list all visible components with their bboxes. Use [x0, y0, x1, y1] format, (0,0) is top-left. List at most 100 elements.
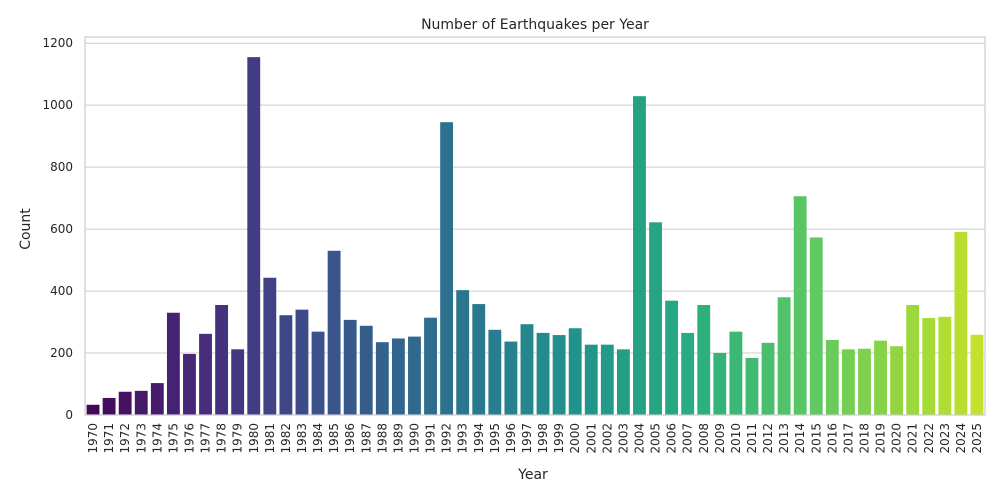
x-tick-label: 1998: [536, 423, 550, 454]
x-tick-label: 1996: [504, 423, 518, 454]
bar-2014: [793, 196, 807, 415]
bar-2018: [858, 348, 871, 415]
bar-1985: [327, 250, 341, 415]
x-tick-label: 1995: [488, 423, 502, 454]
x-tick-label: 1989: [391, 423, 405, 454]
chart-title: Number of Earthquakes per Year: [421, 17, 649, 33]
bar-1988: [375, 342, 389, 415]
bar-2003: [616, 349, 630, 415]
bar-2016: [825, 340, 839, 415]
x-tick-label: 2019: [874, 423, 888, 454]
bars: [86, 57, 984, 416]
bar-1994: [472, 304, 486, 415]
bar-1990: [408, 336, 421, 415]
bar-1991: [424, 317, 437, 415]
x-tick-label: 2018: [857, 423, 871, 454]
x-tick-label: 1970: [86, 423, 100, 454]
x-tick-label: 1983: [295, 423, 309, 454]
bar-1993: [456, 290, 470, 415]
bar-2021: [906, 305, 920, 415]
y-tick-label: 600: [50, 222, 73, 236]
bar-2011: [745, 357, 759, 415]
bar-2004: [633, 96, 646, 416]
x-tick-label: 2003: [616, 423, 630, 454]
bar-2019: [874, 340, 887, 415]
x-tick-label: 2016: [825, 423, 839, 454]
bar-2025: [970, 334, 984, 415]
x-tick-label: 1977: [199, 423, 213, 454]
x-tick-label: 1979: [231, 423, 245, 454]
x-tick-label: 2006: [665, 423, 679, 454]
bar-2005: [649, 222, 662, 415]
bar-1996: [504, 341, 518, 415]
x-tick-label: 2001: [584, 423, 598, 454]
bar-1978: [215, 305, 229, 415]
x-tick-label: 2011: [745, 423, 759, 454]
bar-2001: [584, 344, 598, 415]
x-tick-label: 2023: [938, 423, 952, 454]
x-tick-label: 1974: [150, 423, 164, 454]
bar-1980: [247, 57, 261, 415]
bar-2017: [841, 349, 855, 415]
x-tick-label: 1987: [359, 423, 373, 454]
x-tick-label: 1988: [375, 423, 389, 454]
y-tick-label: 1200: [42, 36, 73, 50]
x-axis-title: Year: [517, 467, 548, 483]
y-tick-labels: 0 200 400 600 800 1000 1200: [42, 36, 73, 422]
bar-2023: [938, 316, 952, 415]
bar-1992: [440, 122, 454, 415]
bar-1983: [295, 309, 309, 415]
x-tick-label: 1978: [215, 423, 229, 454]
x-tick-label: 2014: [793, 423, 807, 454]
x-tick-label: 2010: [729, 423, 743, 454]
bar-1973: [134, 390, 148, 415]
x-tick-label: 1971: [102, 423, 116, 454]
x-tick-label: 2009: [713, 423, 727, 454]
y-tick-label: 400: [50, 284, 73, 298]
x-tick-label: 1997: [520, 423, 534, 454]
bar-1981: [263, 277, 277, 415]
x-tick-label: 1999: [552, 423, 566, 454]
bar-1995: [488, 329, 502, 415]
bar-2000: [568, 328, 582, 415]
bar-2012: [761, 342, 775, 415]
x-tick-label: 2012: [761, 423, 775, 454]
bar-1979: [231, 349, 245, 415]
x-tick-label: 1984: [311, 423, 325, 454]
bar-1986: [343, 319, 357, 415]
x-tick-label: 1986: [343, 423, 357, 454]
x-tick-label: 1994: [472, 423, 486, 454]
bar-1977: [199, 333, 212, 415]
bar-2015: [809, 237, 823, 415]
x-tick-label: 2021: [906, 423, 920, 454]
y-tick-label: 0: [65, 408, 73, 422]
x-tick-label: 2007: [681, 423, 695, 454]
x-tick-label: 1993: [456, 423, 470, 454]
x-tick-label: 2000: [568, 423, 582, 454]
x-tick-label: 1985: [327, 423, 341, 454]
bar-1987: [359, 325, 373, 415]
bar-2006: [665, 300, 679, 415]
x-tick-label: 2022: [922, 423, 936, 454]
x-tick-label: 2002: [600, 423, 614, 454]
bar-2020: [890, 346, 904, 415]
x-tick-label: 2015: [809, 423, 823, 454]
bar-2007: [681, 332, 695, 415]
bar-1997: [520, 324, 534, 415]
x-tick-label: 1982: [279, 423, 293, 454]
bar-1976: [183, 353, 196, 415]
bar-2013: [777, 297, 791, 415]
x-tick-label: 2005: [649, 423, 663, 454]
x-tick-label: 2024: [954, 423, 968, 454]
x-tick-label: 1973: [134, 423, 148, 454]
bar-1999: [552, 335, 566, 415]
x-tick-label: 2008: [697, 423, 711, 454]
bar-1998: [536, 332, 550, 415]
x-tick-label: 2020: [890, 423, 904, 454]
x-tick-label: 2017: [841, 423, 855, 454]
x-tick-label: 2004: [632, 423, 646, 454]
x-tick-label: 1992: [440, 423, 454, 454]
